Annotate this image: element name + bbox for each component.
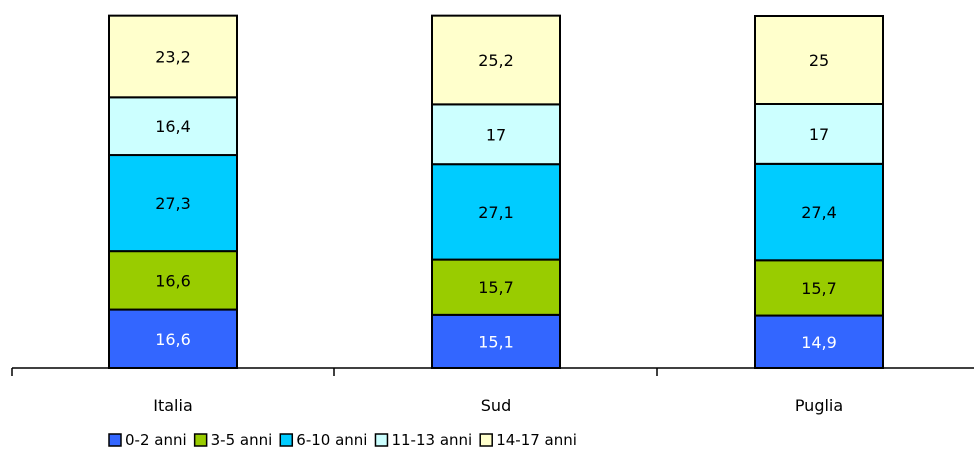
bar-italia-14-17-anni bbox=[108, 14, 238, 99]
data-label-italia-14-17-anni: 23,2 bbox=[155, 47, 191, 66]
bar-puglia-3-5-anni bbox=[754, 259, 884, 317]
data-label-italia-0-2-anni: 16,6 bbox=[155, 330, 191, 349]
legend-label-6-10-anni: 6-10 anni bbox=[296, 431, 367, 449]
bar-sud-3-5-anni bbox=[431, 258, 561, 316]
data-label-puglia-3-5-anni: 15,7 bbox=[801, 279, 837, 298]
legend-swatch-3-5-anni bbox=[193, 433, 208, 447]
bar-sud-6-10-anni bbox=[431, 163, 561, 261]
data-label-sud-14-17-anni: 25,2 bbox=[478, 51, 514, 70]
legend-swatch-6-10-anni bbox=[279, 433, 294, 447]
legend-label-3-5-anni: 3-5 anni bbox=[211, 431, 273, 449]
data-label-puglia-6-10-anni: 27,4 bbox=[801, 203, 837, 222]
category-label-sud: Sud bbox=[481, 396, 511, 415]
legend-label-0-2-anni: 0-2 anni bbox=[125, 431, 187, 449]
data-label-italia-3-5-anni: 16,6 bbox=[155, 271, 191, 290]
category-label-puglia: Puglia bbox=[795, 396, 843, 415]
data-label-sud-6-10-anni: 27,1 bbox=[478, 203, 514, 222]
legend-label-14-17-anni: 14-17 anni bbox=[496, 431, 577, 449]
legend-swatch-11-13-anni bbox=[374, 433, 389, 447]
bars-group: 16,6 16,6 27,3 16,4 23,2 15,1 15,7 27,1 17 25,2 14… bbox=[108, 14, 884, 370]
bar-sud-14-17-anni bbox=[431, 14, 561, 106]
data-label-italia-11-13-anni: 16,4 bbox=[155, 117, 191, 136]
bar-italia-0-2-anni bbox=[108, 308, 238, 369]
bar-italia-3-5-anni bbox=[108, 250, 238, 311]
data-label-sud-0-2-anni: 15,1 bbox=[478, 332, 514, 351]
bar-sud-0-2-anni bbox=[431, 313, 561, 369]
data-label-italia-6-10-anni: 27,3 bbox=[155, 194, 191, 213]
category-label-italia: Italia bbox=[153, 396, 193, 415]
bar-puglia-14-17-anni bbox=[754, 15, 884, 105]
data-label-puglia-14-17-anni: 25 bbox=[809, 51, 829, 70]
bar-puglia-6-10-anni bbox=[754, 162, 884, 262]
bar-italia-11-13-anni bbox=[108, 96, 238, 157]
data-label-puglia-0-2-anni: 14,9 bbox=[801, 333, 837, 352]
data-label-sud-11-13-anni: 17 bbox=[486, 125, 506, 144]
bar-puglia-0-2-anni bbox=[754, 314, 884, 370]
legend: 0-2 anni 3-5 anni 6-10 anni 11-13 anni 14-17… bbox=[108, 431, 577, 449]
data-label-puglia-11-13-anni: 17 bbox=[809, 125, 829, 144]
data-label-sud-3-5-anni: 15,7 bbox=[478, 278, 514, 297]
legend-swatch-14-17-anni bbox=[479, 433, 493, 447]
legend-label-11-13-anni: 11-13 anni bbox=[391, 431, 472, 449]
bar-sud-11-13-anni bbox=[431, 103, 561, 166]
legend-swatch-0-2-anni bbox=[108, 433, 122, 447]
x-axis: Italia Sud Puglia bbox=[11, 367, 974, 415]
